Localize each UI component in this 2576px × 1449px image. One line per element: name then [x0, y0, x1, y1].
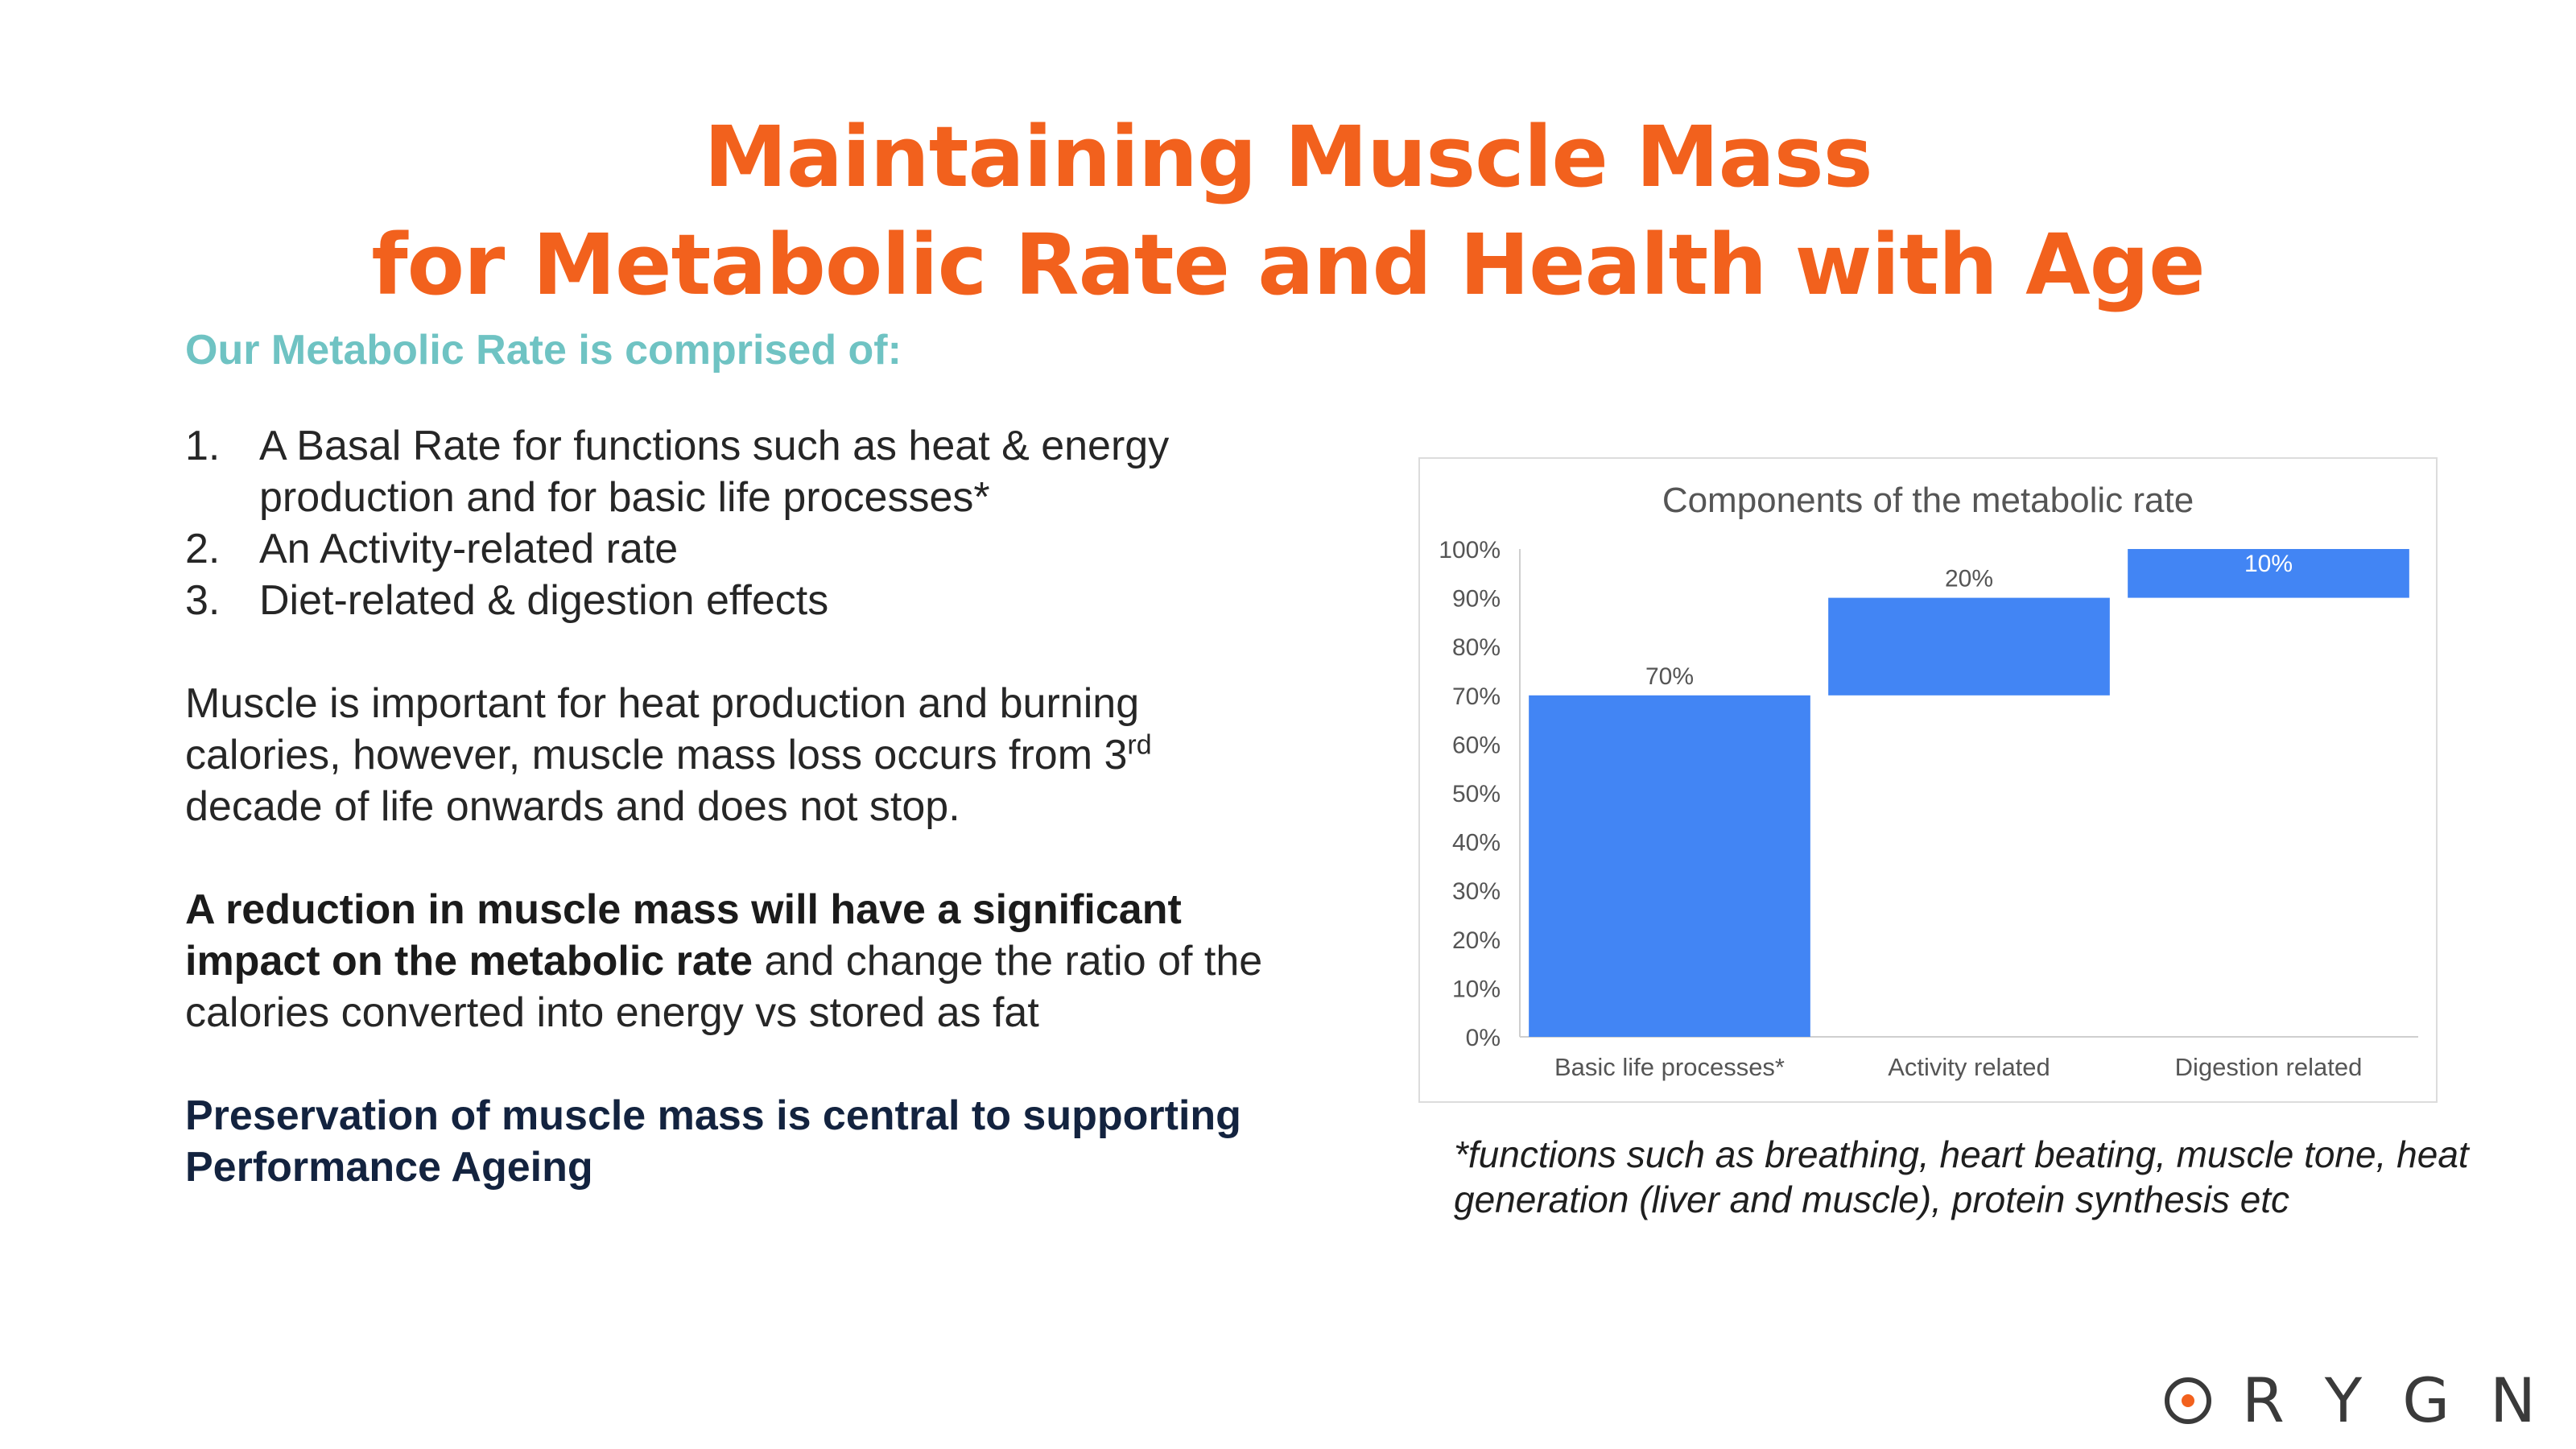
category-label: Activity related: [1888, 1053, 2050, 1081]
chart-footnote: *functions such as breathing, heart beat…: [1454, 1133, 2469, 1220]
y-tick-label: 20%: [1452, 927, 1501, 954]
y-tick-label: 70%: [1452, 683, 1501, 710]
list-item: 3. Diet-related & digestion effects: [185, 575, 1288, 626]
muscle-text-b: decade of life onwards and does not stop…: [185, 783, 960, 830]
logo-letters: R Y G N: [2242, 1364, 2539, 1436]
reduction-rest-text: and change the ratio of the calories con…: [185, 938, 1263, 1036]
data-label: 20%: [1945, 566, 1993, 592]
title-line-2: for Metabolic Rate and Health with Age: [371, 216, 2205, 314]
muscle-text-a: Muscle is important for heat production …: [185, 680, 1140, 778]
y-tick-label: 90%: [1452, 586, 1501, 613]
reduction-paragraph: A reduction in muscle mass will have a s…: [185, 884, 1288, 1038]
y-tick-label: 100%: [1439, 537, 1501, 564]
ordinal-suffix: rd: [1127, 729, 1152, 761]
components-list: 1. A Basal Rate for functions such as he…: [185, 420, 1288, 626]
y-tick-label: 50%: [1452, 781, 1501, 807]
bar: [1828, 597, 2110, 696]
reduction-bold-text: A reduction in muscle mass will have a s…: [185, 886, 1182, 985]
logo-letter: N: [2490, 1364, 2539, 1436]
list-item: 1. A Basal Rate for functions such as he…: [185, 420, 1288, 523]
list-text: An Activity-related rate: [259, 526, 679, 572]
page-title: Maintaining Muscle Mass for Metabolic Ra…: [0, 103, 2576, 319]
preservation-text: Preservation of muscle mass is central t…: [185, 1092, 1241, 1191]
list-text: A Basal Rate for functions such as heat …: [259, 423, 1170, 521]
section-subhead: Our Metabolic Rate is comprised of:: [185, 327, 902, 374]
y-tick-label: 10%: [1452, 976, 1501, 1002]
bar: [1529, 695, 1810, 1037]
data-label: 70%: [1645, 663, 1694, 690]
y-tick-label: 60%: [1452, 732, 1501, 758]
text-column: Our Metabolic Rate is comprised of: 1. A…: [185, 322, 1288, 1193]
logo-letter: R: [2241, 1364, 2288, 1436]
title-line-1: Maintaining Muscle Mass: [704, 108, 1872, 206]
category-label: Basic life processes*: [1554, 1053, 1785, 1081]
metabolic-rate-chart: Components of the metabolic rate 0% 10% 20%…: [1418, 457, 2438, 1103]
y-tick-label: 30%: [1452, 878, 1501, 905]
logo-letter: G: [2402, 1364, 2454, 1436]
muscle-paragraph: Muscle is important for heat production …: [185, 678, 1288, 832]
logo-o-icon: [2164, 1377, 2211, 1424]
preservation-paragraph: Preservation of muscle mass is central t…: [185, 1090, 1288, 1193]
bar: [2128, 549, 2409, 598]
y-tick-label: 0%: [1466, 1025, 1501, 1051]
y-tick-label: 80%: [1452, 634, 1501, 661]
chart-title: Components of the metabolic rate: [1662, 481, 2194, 520]
chart-svg: Components of the metabolic rate 0% 10% 20%…: [1439, 481, 2418, 1081]
list-text: Diet-related & digestion effects: [259, 577, 829, 624]
orygn-logo: R Y G N: [2164, 1364, 2539, 1436]
list-number: 1.: [185, 423, 221, 469]
category-label: Digestion related: [2175, 1053, 2363, 1081]
list-number: 3.: [185, 577, 221, 624]
list-item: 2. An Activity-related rate: [185, 523, 1288, 575]
y-tick-label: 40%: [1452, 830, 1501, 857]
list-number: 2.: [185, 526, 221, 572]
logo-letter: Y: [2324, 1364, 2366, 1436]
data-label: 10%: [2244, 551, 2293, 577]
